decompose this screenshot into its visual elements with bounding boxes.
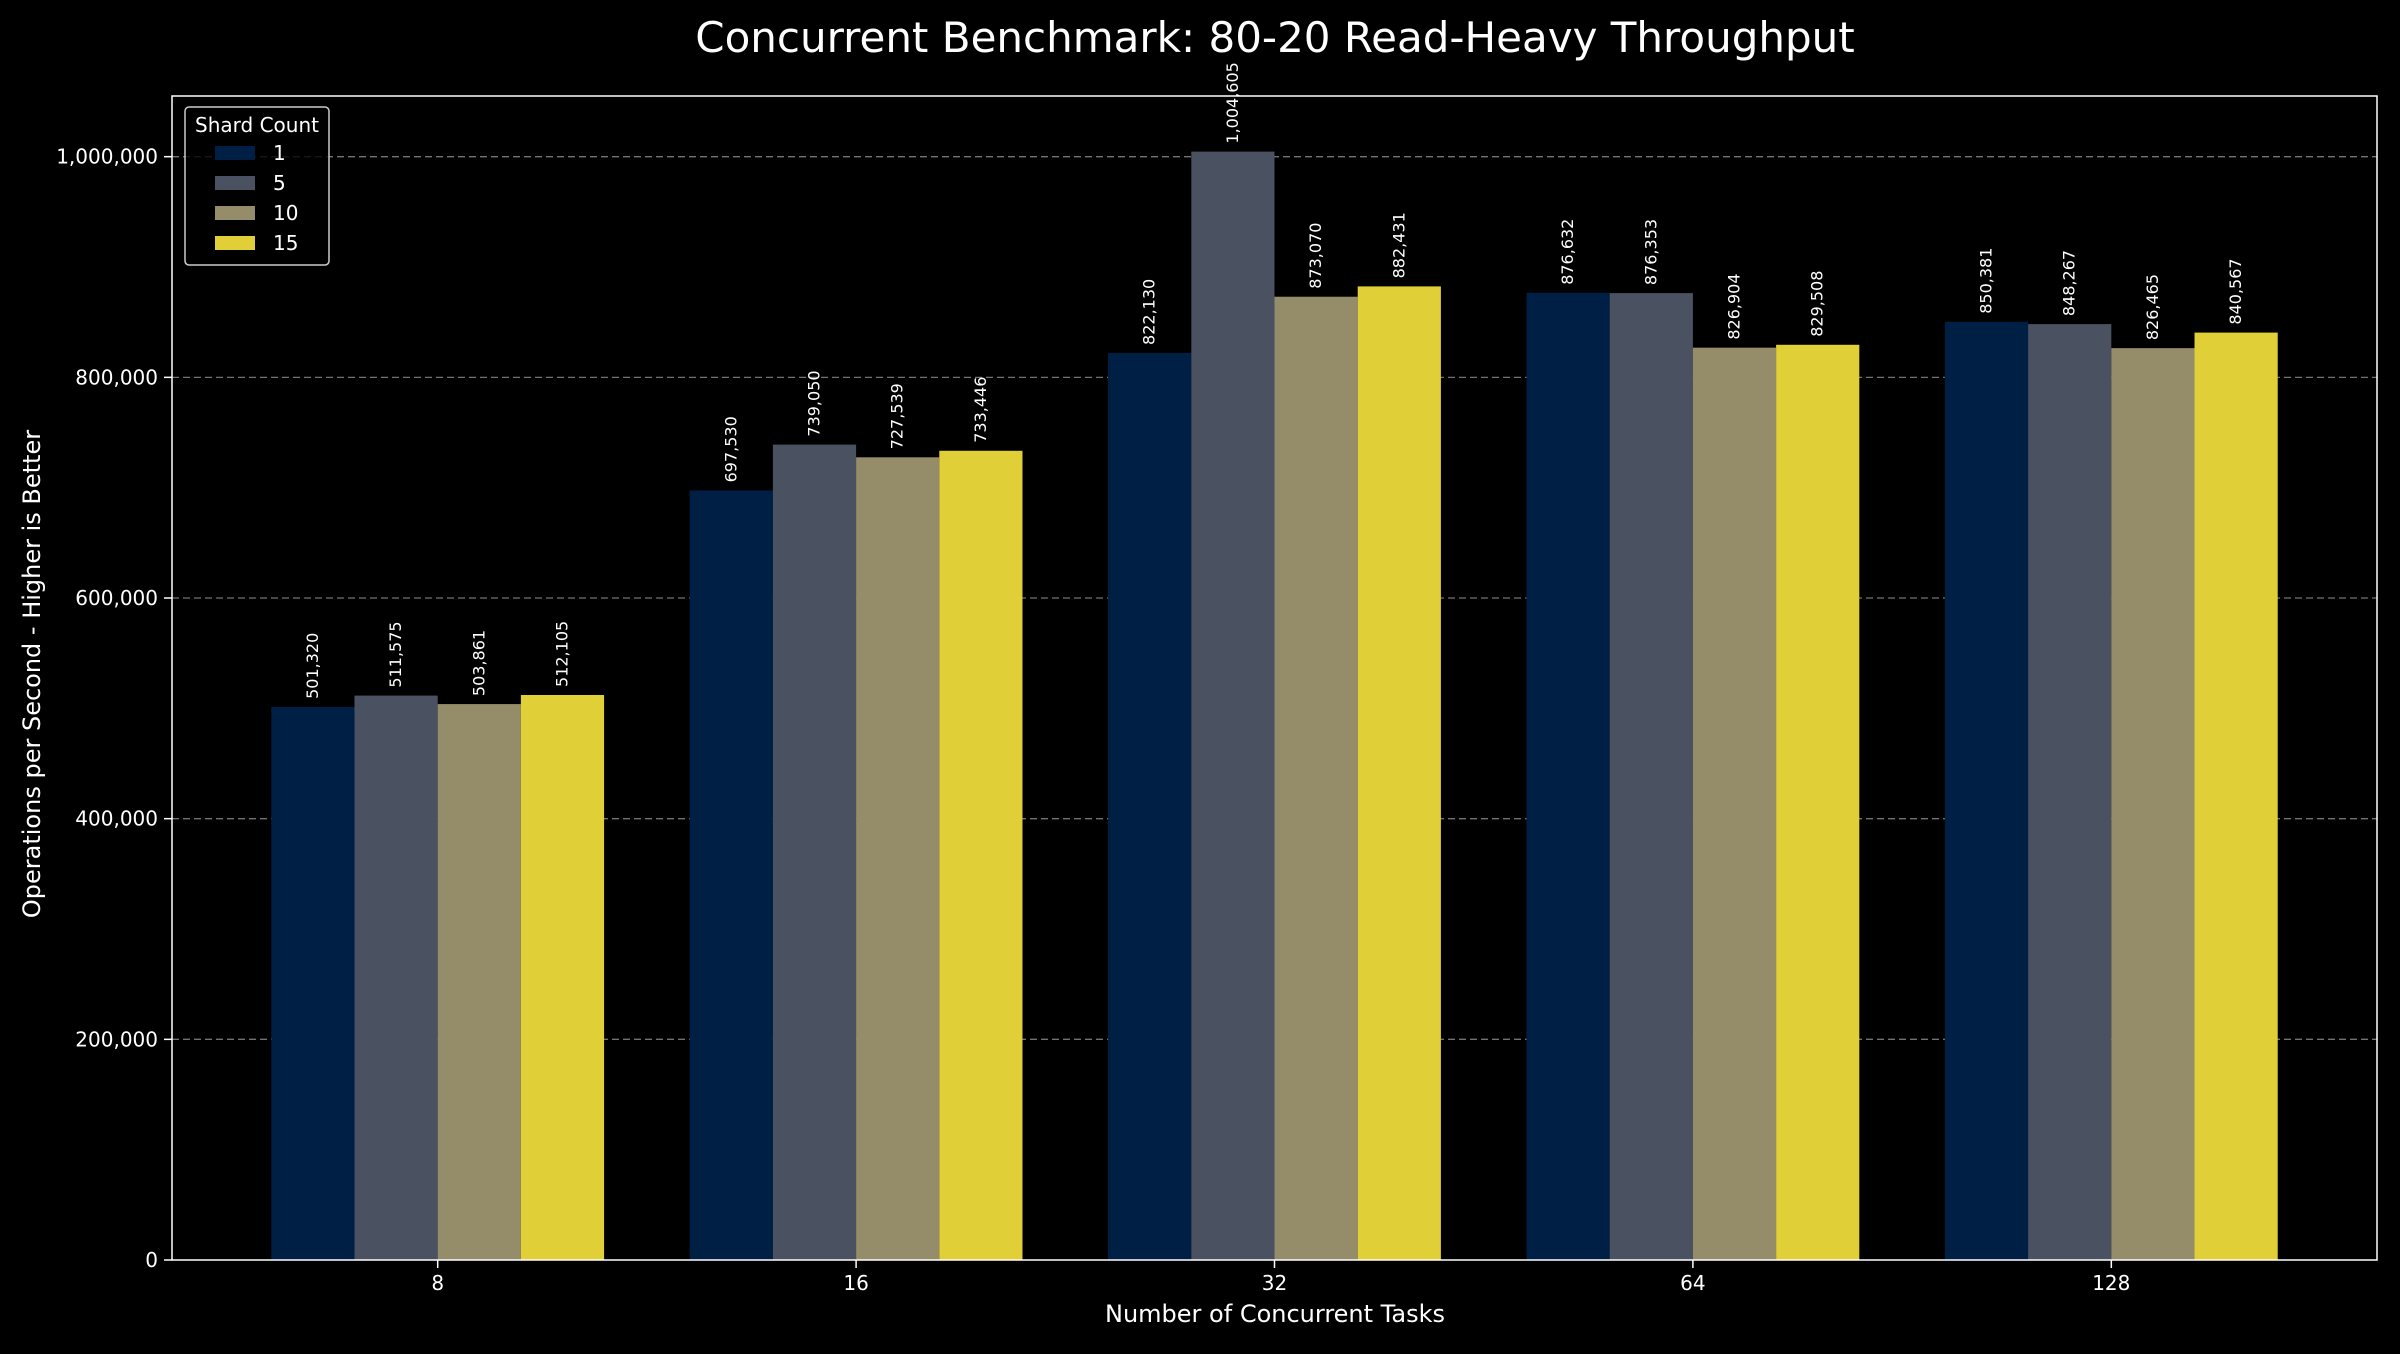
bar-value-label: 826,465: [2143, 274, 2162, 340]
bar-shards-10-tasks-8: [437, 704, 521, 1260]
bar-shards-1-tasks-64: [1526, 292, 1610, 1261]
bar-value-label: 733,446: [971, 377, 990, 443]
legend-title: Shard Count: [195, 113, 319, 137]
y-tick-label: 800,000: [75, 365, 158, 389]
bar-value-label: 739,050: [804, 370, 823, 436]
legend-swatch: [215, 176, 255, 190]
bar-shards-1-tasks-8: [271, 706, 355, 1260]
bar-shards-10-tasks-64: [1692, 347, 1777, 1260]
bar-value-label: 876,632: [1558, 219, 1577, 285]
legend-label: 15: [273, 231, 298, 255]
y-tick-label: 1,000,000: [56, 145, 158, 169]
bar-value-label: 850,381: [1977, 248, 1996, 314]
bar-value-label: 512,105: [552, 621, 571, 687]
bar-value-label: 873,070: [1306, 223, 1325, 289]
y-tick-label: 400,000: [75, 807, 158, 831]
bar-value-label: 697,530: [721, 416, 740, 482]
x-axis-label: Number of Concurrent Tasks: [1105, 1300, 1445, 1328]
bar-shards-15-tasks-16: [939, 450, 1023, 1261]
y-tick-label: 600,000: [75, 586, 158, 610]
bar-shards-1-tasks-32: [1108, 352, 1192, 1260]
x-tick-label: 32: [1262, 1271, 1287, 1295]
bar-value-label: 727,539: [888, 383, 907, 449]
bar-shards-5-tasks-32: [1191, 151, 1275, 1260]
x-tick-label: 64: [1680, 1271, 1705, 1295]
bar-shards-10-tasks-32: [1274, 296, 1358, 1260]
bar-shards-15-tasks-32: [1357, 286, 1441, 1260]
x-tick-label: 8: [431, 1271, 444, 1295]
x-axis: 8 16 32 64 128: [431, 1260, 2130, 1295]
x-tick-label: 16: [843, 1271, 868, 1295]
bar-value-label: 822,130: [1140, 279, 1159, 345]
bar-value-label: 826,904: [1725, 273, 1744, 339]
bar-shards-5-tasks-8: [354, 695, 438, 1260]
bar-shards-15-tasks-8: [520, 694, 605, 1260]
bar-shards-15-tasks-128: [2194, 332, 2278, 1261]
bar-shards-5-tasks-16: [772, 444, 857, 1261]
bar-value-label: 876,353: [1641, 219, 1660, 285]
y-tick-label: 200,000: [75, 1027, 158, 1051]
legend-swatch: [215, 206, 255, 220]
bar-shards-5-tasks-64: [1609, 293, 1693, 1260]
bar-shards-1-tasks-16: [689, 490, 773, 1260]
bar-value-label: 511,575: [386, 621, 405, 687]
legend-label: 5: [273, 171, 286, 195]
bar-shards-5-tasks-128: [2028, 324, 2112, 1260]
bar-shards-1-tasks-128: [1944, 321, 2029, 1260]
bar-value-label: 829,508: [1808, 271, 1827, 337]
bar-value-label: 840,567: [2226, 258, 2245, 324]
bars: [271, 151, 2278, 1261]
bar-shards-10-tasks-16: [856, 457, 940, 1260]
x-tick-label: 128: [2092, 1271, 2130, 1295]
legend-label: 1: [273, 141, 286, 165]
chart-title: Concurrent Benchmark: 80-20 Read-Heavy T…: [695, 13, 1855, 62]
legend-swatch: [215, 236, 255, 250]
y-axis-label: Operations per Second - Higher is Better: [18, 430, 46, 918]
legend-swatch: [215, 146, 255, 160]
bar-value-label: 501,320: [303, 633, 322, 699]
data-labels: 501,320 511,575 503,861 512,105 697,530 739,0…: [303, 62, 2245, 699]
y-axis: 0 200,000 400,000 600,000 800,000 1,000,000: [56, 145, 172, 1272]
bar-shards-15-tasks-64: [1776, 344, 1860, 1260]
bar-value-label: 848,267: [2060, 250, 2079, 316]
y-tick-label: 0: [145, 1248, 158, 1272]
bar-shards-10-tasks-128: [2111, 348, 2195, 1260]
bar-value-label: 882,431: [1389, 212, 1408, 278]
bar-value-label: 1,004,605: [1223, 62, 1242, 143]
legend-label: 10: [273, 201, 298, 225]
bar-value-label: 503,861: [469, 630, 488, 696]
